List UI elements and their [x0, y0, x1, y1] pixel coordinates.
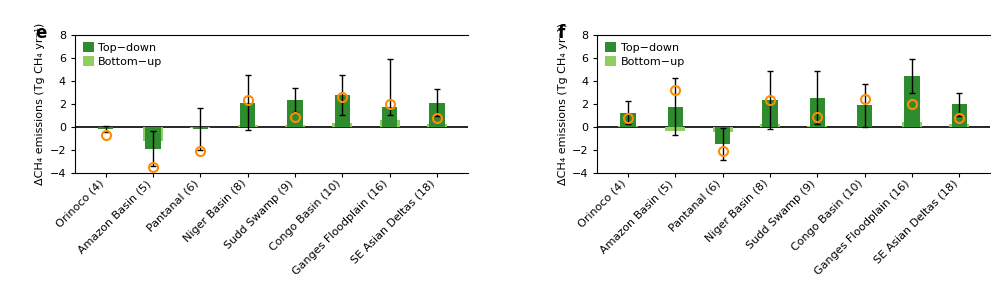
- Bar: [145, 127, 161, 149]
- Bar: [762, 100, 778, 127]
- Bar: [760, 124, 780, 127]
- Bar: [193, 127, 208, 129]
- Bar: [807, 126, 827, 127]
- Bar: [287, 100, 303, 127]
- Bar: [380, 120, 400, 127]
- Bar: [285, 125, 305, 127]
- Bar: [949, 124, 969, 127]
- Bar: [665, 127, 685, 131]
- Legend: Top−down, Bottom−up: Top−down, Bottom−up: [81, 40, 165, 69]
- Bar: [98, 127, 113, 129]
- Bar: [810, 98, 825, 127]
- Bar: [240, 103, 255, 127]
- Bar: [904, 76, 920, 127]
- Bar: [382, 107, 397, 127]
- Y-axis label: ΔCH₄ emissions (Tg CH₄ yr⁻¹): ΔCH₄ emissions (Tg CH₄ yr⁻¹): [35, 22, 45, 185]
- Bar: [429, 103, 445, 127]
- Bar: [332, 123, 352, 127]
- Bar: [715, 127, 730, 144]
- Bar: [143, 127, 163, 141]
- Legend: Top−down, Bottom−up: Top−down, Bottom−up: [603, 40, 687, 69]
- Bar: [238, 125, 258, 127]
- Text: f: f: [558, 24, 565, 41]
- Bar: [952, 104, 967, 127]
- Bar: [335, 95, 350, 127]
- Bar: [620, 113, 636, 127]
- Bar: [668, 107, 683, 127]
- Bar: [857, 105, 872, 127]
- Bar: [713, 127, 733, 132]
- Bar: [618, 126, 638, 127]
- Bar: [190, 127, 210, 128]
- Text: e: e: [36, 24, 47, 41]
- Bar: [427, 124, 447, 127]
- Y-axis label: ΔCH₄ emissions (Tg CH₄ yr⁻¹): ΔCH₄ emissions (Tg CH₄ yr⁻¹): [558, 22, 568, 185]
- Bar: [902, 122, 922, 127]
